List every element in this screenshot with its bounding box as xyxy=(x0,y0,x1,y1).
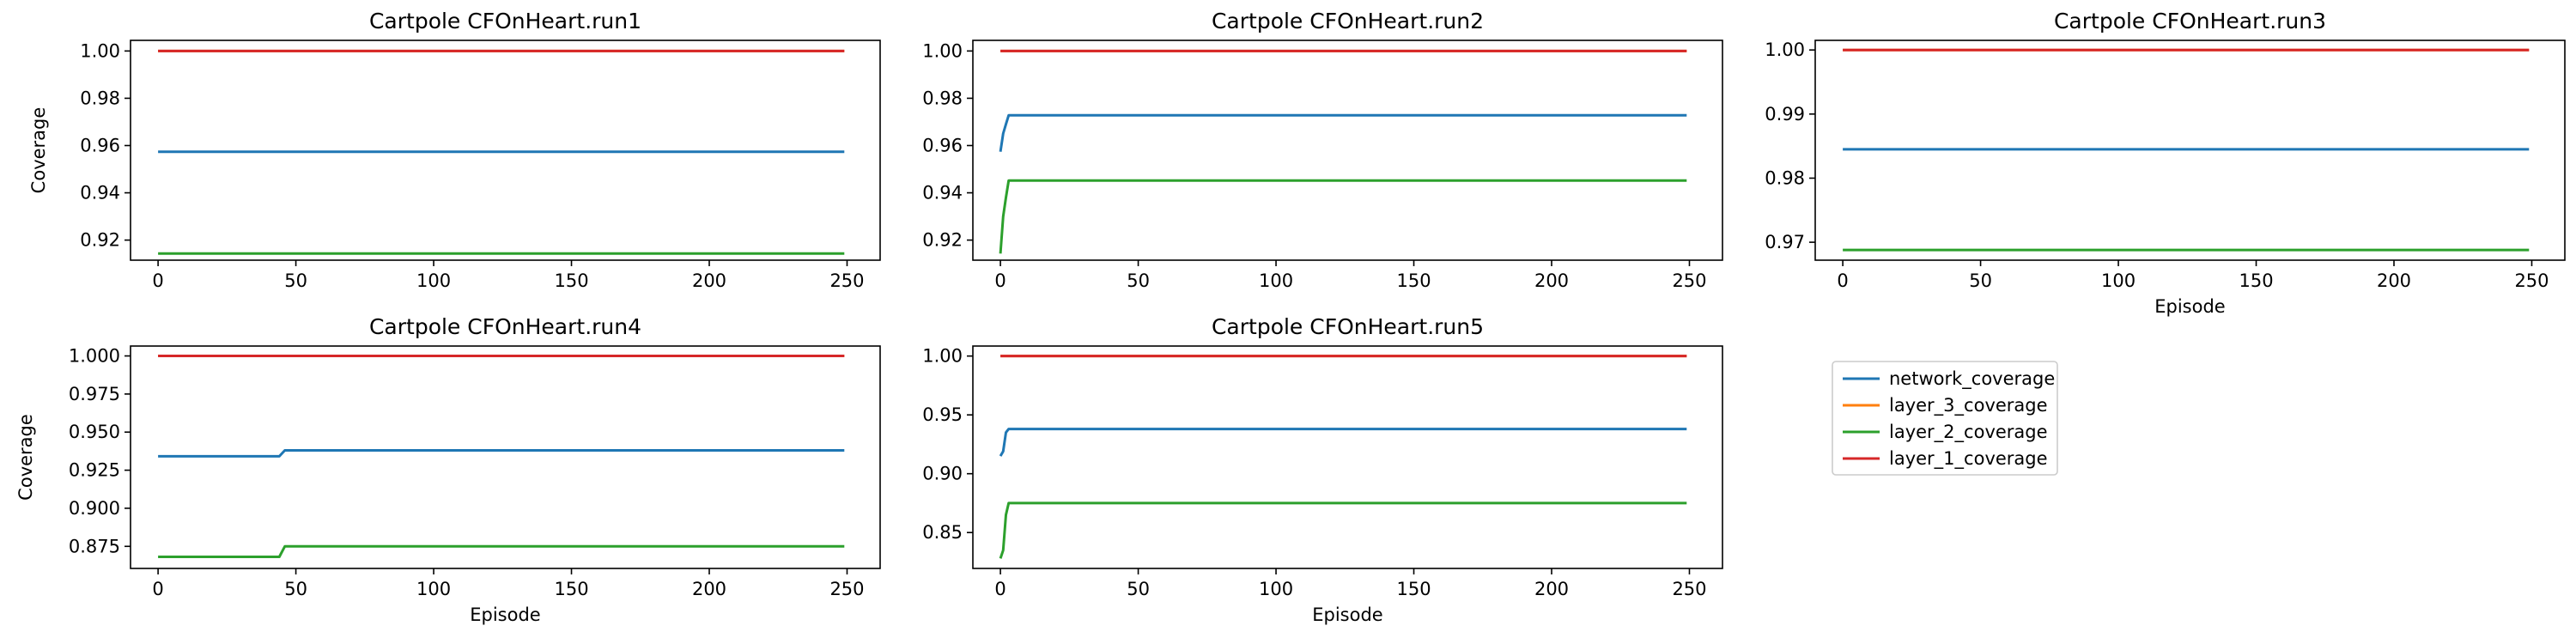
x-tick-label: 250 xyxy=(829,579,864,599)
series-line-network-coverage xyxy=(999,428,1687,457)
x-tick-label: 250 xyxy=(1672,579,1706,599)
x-tick-label: 50 xyxy=(1127,579,1150,599)
x-axis-label: Episode xyxy=(470,605,540,625)
legend-label: network_coverage xyxy=(1889,368,2055,390)
subplot-title: Cartpole CFOnHeart.run4 xyxy=(369,314,641,339)
legend-label: layer_2_coverage xyxy=(1889,422,2048,443)
axes-frame xyxy=(972,39,1723,261)
series-line-network-coverage xyxy=(158,449,845,458)
x-tick-label: 200 xyxy=(1534,579,1569,599)
legend-label: layer_1_coverage xyxy=(1889,448,2048,470)
x-tick-label: 200 xyxy=(2377,270,2411,291)
y-tick-label: 0.90 xyxy=(922,464,963,484)
y-tick-label: 1.000 xyxy=(69,346,120,367)
x-tick-label: 100 xyxy=(416,270,451,291)
series-line-layer-2-coverage xyxy=(999,179,1687,254)
x-tick-label: 150 xyxy=(2239,270,2273,291)
y-tick-label: 0.92 xyxy=(80,230,120,251)
subplot-run3: 0 50 100 150 200 250 0.97 0.98 0.99 1.00 Cartpole … xyxy=(1765,9,2566,317)
subplot-grid: 0 50 100 150 200 250 0.92 0.94 0.96 0.98 1.00 Cartp… xyxy=(15,9,2566,625)
y-tick-label: 0.95 xyxy=(922,404,963,425)
x-tick-label: 200 xyxy=(692,270,726,291)
y-tick-label: 0.99 xyxy=(1765,104,1805,125)
y-tick-label: 0.98 xyxy=(80,88,120,108)
y-tick-label: 1.00 xyxy=(922,346,963,367)
x-axis-label: Episode xyxy=(2154,296,2225,317)
y-tick-label: 0.96 xyxy=(80,135,120,155)
y-tick-label: 0.875 xyxy=(69,536,120,556)
x-tick-label: 200 xyxy=(692,579,726,599)
x-tick-label: 100 xyxy=(416,579,451,599)
x-axis-label: Episode xyxy=(1312,605,1382,625)
x-tick-label: 0 xyxy=(994,579,1005,599)
subplot-run5: 0 50 100 150 200 250 0.85 0.90 0.95 1.00 Cartpole … xyxy=(922,314,1723,625)
series-line-layer-2-coverage xyxy=(999,501,1687,559)
y-tick-label: 1.00 xyxy=(922,40,963,61)
y-tick-label: 0.98 xyxy=(922,88,963,108)
y-tick-label: 0.96 xyxy=(922,135,963,155)
x-tick-label: 50 xyxy=(1127,270,1150,291)
x-tick-label: 150 xyxy=(1396,270,1431,291)
y-tick-label: 0.94 xyxy=(80,183,120,204)
x-tick-label: 50 xyxy=(1969,270,1992,291)
subplot-run2: 0 50 100 150 200 250 0.92 0.94 0.96 0.98 1.00 Cartp… xyxy=(922,9,1723,291)
subplot-title: Cartpole CFOnHeart.run1 xyxy=(369,9,641,33)
subplot-run4: 0 50 100 150 200 250 0.875 0.900 0.925 0.950 0.975… xyxy=(15,314,881,625)
series-line-network-coverage xyxy=(999,113,1687,152)
y-tick-label: 0.900 xyxy=(69,498,120,519)
legend: network_coverage layer_3_coverage layer_2_… xyxy=(1832,361,2058,476)
subplot-title: Cartpole CFOnHeart.run2 xyxy=(1212,9,1484,33)
x-tick-label: 0 xyxy=(994,270,1005,291)
y-tick-label: 0.94 xyxy=(922,183,963,204)
y-tick-label: 0.85 xyxy=(922,522,963,543)
axes-frame xyxy=(130,345,881,569)
subplot-run1: 0 50 100 150 200 250 0.92 0.94 0.96 0.98 1.00 Cartp… xyxy=(28,9,881,291)
x-tick-label: 150 xyxy=(1396,579,1431,599)
subplot-title: Cartpole CFOnHeart.run5 xyxy=(1212,314,1484,339)
legend-label: layer_3_coverage xyxy=(1889,395,2048,416)
x-tick-label: 100 xyxy=(2101,270,2136,291)
y-tick-label: 0.98 xyxy=(1765,167,1805,188)
x-tick-label: 0 xyxy=(152,579,163,599)
y-tick-label: 1.00 xyxy=(1765,39,1805,60)
y-tick-label: 0.92 xyxy=(922,230,963,251)
x-tick-label: 0 xyxy=(152,270,163,291)
y-axis-label: Coverage xyxy=(28,107,49,194)
x-tick-label: 250 xyxy=(1672,270,1706,291)
y-tick-label: 0.925 xyxy=(69,460,120,481)
x-tick-label: 200 xyxy=(1534,270,1569,291)
x-tick-label: 100 xyxy=(1259,579,1293,599)
x-tick-label: 0 xyxy=(1837,270,1848,291)
axes-frame xyxy=(972,345,1723,569)
x-tick-label: 50 xyxy=(284,579,307,599)
x-tick-label: 100 xyxy=(1259,270,1293,291)
x-tick-label: 250 xyxy=(2514,270,2549,291)
y-tick-label: 0.97 xyxy=(1765,232,1805,252)
series-line-layer-2-coverage xyxy=(158,544,845,558)
axes-frame xyxy=(1814,39,2566,261)
y-tick-label: 0.975 xyxy=(69,384,120,404)
x-tick-label: 150 xyxy=(554,579,588,599)
y-tick-label: 1.00 xyxy=(80,40,120,61)
x-tick-label: 250 xyxy=(829,270,864,291)
x-tick-label: 50 xyxy=(284,270,307,291)
subplot-title: Cartpole CFOnHeart.run3 xyxy=(2054,9,2326,33)
x-tick-label: 150 xyxy=(554,270,588,291)
y-axis-label: Coverage xyxy=(15,414,36,501)
axes-frame xyxy=(130,39,881,261)
legend-box xyxy=(1832,361,2058,476)
y-tick-label: 0.950 xyxy=(69,422,120,442)
